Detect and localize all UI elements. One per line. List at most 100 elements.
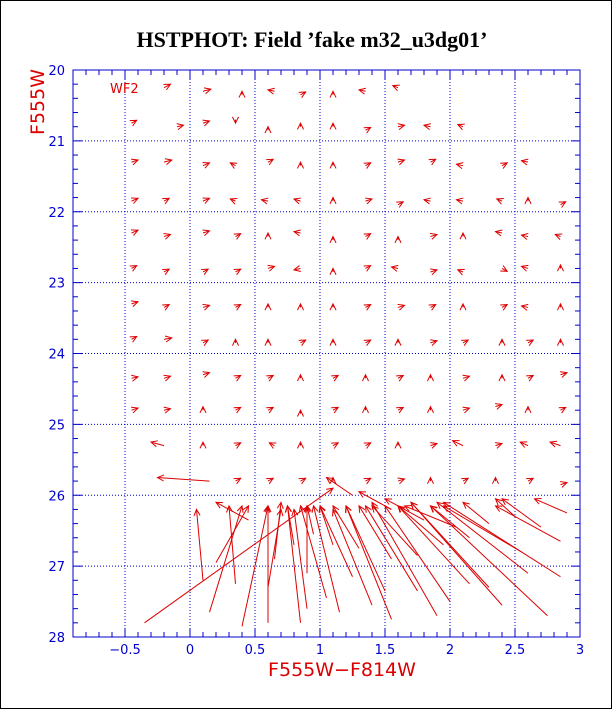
vector-head: [233, 442, 242, 449]
vector-head: [459, 231, 467, 240]
vector-head: [383, 498, 393, 505]
vector-head: [500, 304, 509, 311]
vector-arrow: [163, 406, 172, 414]
vector-head: [264, 231, 272, 240]
vector-arrow: [266, 477, 275, 485]
vector-shaft: [462, 501, 490, 524]
vector-arrow: [394, 235, 402, 244]
vector-head: [332, 504, 340, 513]
vector-head: [266, 87, 275, 95]
vector-head: [297, 122, 304, 130]
vector-arrow: [549, 440, 561, 448]
vector-head: [267, 264, 276, 272]
vector-arrow: [292, 265, 301, 272]
vector-head: [363, 442, 372, 449]
vector-head: [558, 406, 567, 414]
vector-head: [329, 302, 337, 311]
x-axis-label: F555W−F814W: [268, 659, 416, 681]
vector-arrow: [311, 504, 340, 613]
vector-arrow: [232, 116, 239, 125]
vector-shaft: [287, 505, 295, 545]
vector-arrow: [298, 339, 307, 347]
vector-head: [162, 268, 171, 276]
vector-head: [199, 440, 207, 449]
vector-arrow: [329, 235, 337, 244]
vector-arrow: [329, 90, 337, 98]
vector-shaft: [313, 505, 340, 613]
x-tick-label: 0.5: [245, 643, 266, 658]
vector-arrow: [500, 304, 509, 311]
vector-arrow: [396, 406, 405, 414]
vector-head: [363, 126, 372, 134]
vector-head: [494, 229, 503, 237]
vector-arrow: [363, 304, 372, 311]
vector-arrow: [264, 338, 272, 346]
vector-arrow: [557, 338, 564, 346]
vector-head: [202, 303, 211, 311]
vector-head: [292, 265, 301, 272]
vector-head: [494, 498, 503, 506]
vector-shaft: [358, 491, 392, 510]
vector-arrow: [209, 504, 244, 613]
vector-head: [326, 487, 334, 495]
vector-head: [451, 440, 460, 447]
vector-head: [298, 339, 307, 347]
vector-head: [391, 84, 400, 92]
vector-arrow: [264, 504, 272, 623]
vector-head: [557, 338, 564, 346]
vector-arrow: [130, 406, 140, 414]
vector-head: [363, 477, 372, 485]
vector-arrow: [202, 119, 211, 127]
vector-arrow: [268, 442, 277, 449]
vector-head: [429, 233, 439, 240]
vector-head: [129, 119, 138, 127]
vector-arrow: [233, 233, 242, 240]
vector-head: [462, 374, 471, 382]
vector-arrow: [363, 339, 372, 347]
vector-head: [260, 197, 269, 205]
vector-arrow: [264, 125, 272, 134]
vector-head: [233, 374, 242, 382]
vector-shaft: [549, 441, 561, 447]
vector-arrow: [201, 339, 210, 347]
vector-arrow: [285, 504, 295, 545]
vector-head: [163, 374, 172, 382]
vector-head: [500, 265, 509, 272]
vector-shaft: [519, 441, 529, 447]
vector-arrow: [427, 476, 434, 485]
vector-head: [498, 338, 506, 346]
vector-arrow: [533, 498, 568, 514]
vector-arrow: [129, 265, 138, 272]
vector-arrow: [156, 474, 210, 482]
vector-arrow: [520, 158, 529, 166]
vector-head: [238, 90, 246, 98]
vector-arrow: [163, 158, 173, 165]
vector-arrow: [383, 498, 425, 521]
vector-head: [429, 268, 439, 276]
vector-arrow: [501, 498, 542, 528]
vector-head: [202, 197, 211, 204]
vector-head: [162, 304, 171, 311]
vector-arrow: [459, 231, 467, 240]
vector-arrow: [226, 504, 236, 584]
vector-head: [331, 374, 340, 382]
vector-head: [304, 504, 312, 513]
vector-shaft: [384, 505, 451, 602]
y-axis-label: F555W: [27, 69, 49, 135]
vector-arrow: [427, 373, 434, 382]
vector-arrow: [427, 405, 434, 414]
vector-arrow: [274, 501, 284, 560]
vector-head: [329, 338, 337, 346]
vector-head: [526, 477, 535, 485]
vector-arrow: [456, 268, 465, 276]
vector-arrow: [329, 267, 337, 275]
vector-shaft: [326, 477, 353, 496]
vector-arrow: [429, 339, 439, 346]
vector-head: [268, 442, 277, 449]
vector-head: [233, 477, 242, 485]
vector-head: [130, 197, 140, 204]
vector-arrow: [297, 122, 304, 130]
vector-arrow: [130, 229, 140, 236]
x-tick-label: 2.5: [505, 643, 526, 658]
vector-head: [362, 405, 369, 414]
